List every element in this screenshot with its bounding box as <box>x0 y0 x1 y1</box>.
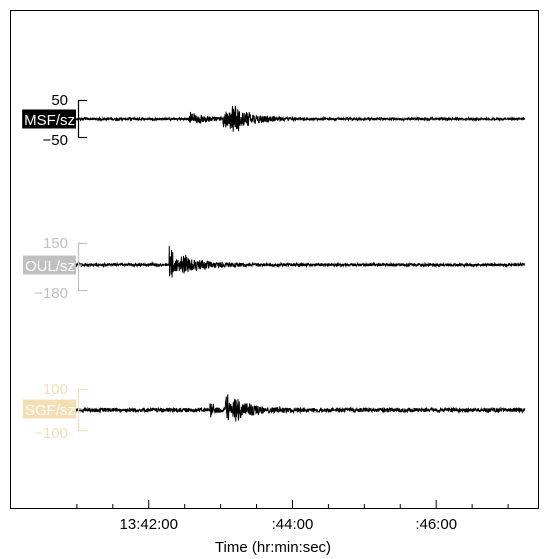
station-label-box <box>22 399 76 419</box>
station-label-text: OUL/sz <box>25 258 75 275</box>
station-axes-layer: 50 −50 MSF/sz 150 −180 OUL/sz 100 −100 SGF/sz <box>22 92 87 442</box>
seismic-trace <box>56 105 526 132</box>
station-axis: 50 −50 MSF/sz <box>22 92 87 149</box>
station-axis: 100 −100 SGF/sz <box>22 381 87 442</box>
plot-frame <box>10 10 539 509</box>
seismic-trace <box>56 245 526 278</box>
x-tick-label: :46:00 <box>415 516 457 533</box>
station-label-text: MSF/sz <box>24 112 75 129</box>
y-tick-label-max: 150 <box>43 235 68 252</box>
x-axis: 13:42:00 :44:00 :46:00 <box>76 500 509 533</box>
x-tick-label: :44:00 <box>272 516 314 533</box>
x-tick-label: 13:42:00 <box>120 516 178 533</box>
station-label-box <box>22 255 76 275</box>
x-axis-label: Time (hr:min:sec) <box>215 539 331 556</box>
station-axis: 150 −180 OUL/sz <box>22 235 87 302</box>
y-tick-label-min: −50 <box>43 132 68 149</box>
seismic-trace <box>56 394 526 422</box>
y-tick-label-max: 100 <box>43 381 68 398</box>
y-tick-label-max: 50 <box>51 92 68 109</box>
y-tick-label-min: −180 <box>34 285 68 302</box>
station-label-box <box>22 109 76 129</box>
station-label-text: SGF/sz <box>25 402 75 419</box>
y-tick-label-min: −100 <box>34 425 68 442</box>
traces-layer <box>56 105 526 422</box>
